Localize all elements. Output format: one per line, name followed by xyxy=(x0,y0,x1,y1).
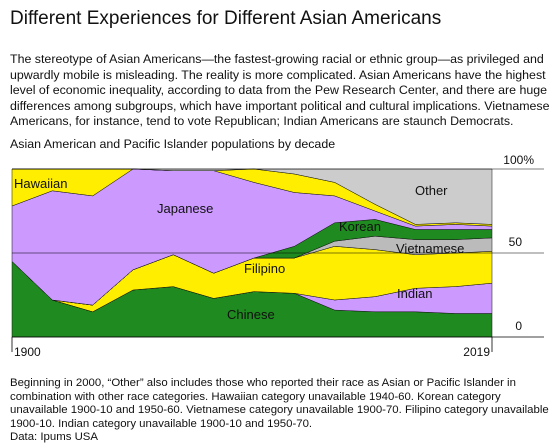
y-tick-label-50: 50 xyxy=(509,235,523,249)
series-label-vietnamese: Vietnamese xyxy=(396,241,464,256)
x-tick-label-2019: 2019 xyxy=(463,345,490,359)
x-tick-label-1900: 1900 xyxy=(14,345,41,359)
y-tick-label-100: 100% xyxy=(503,153,534,167)
series-label-korean: Korean xyxy=(339,219,381,234)
series-label-filipino: Filipino xyxy=(244,261,285,276)
y-tick-label-0: 0 xyxy=(515,319,522,333)
chart-areas xyxy=(11,168,493,338)
chart-labels: 100% 50 0 1900 2019 Chinese Indian Filipino Viet… xyxy=(14,153,534,359)
page-title: Different Experiences for Different Asia… xyxy=(10,8,442,29)
chart-footnote: Beginning in 2000, “Other” also includes… xyxy=(10,377,552,445)
series-label-chinese: Chinese xyxy=(227,307,275,322)
chart-gridlines xyxy=(11,168,544,352)
stacked-area-chart: 100% 50 0 1900 2019 Chinese Indian Filipino Viet… xyxy=(11,153,544,359)
chart-description: The stereotype of Asian Americans—the fa… xyxy=(10,52,550,129)
series-label-indian: Indian xyxy=(397,286,432,301)
series-label-japanese: Japanese xyxy=(157,201,213,216)
footnote-text: Beginning in 2000, “Other” also includes… xyxy=(10,377,549,430)
series-label-other: Other xyxy=(415,183,448,198)
series-label-hawaiian: Hawaiian xyxy=(14,176,67,191)
chart-subtitle: Asian American and Pacific Islander popu… xyxy=(10,137,336,151)
data-source: Data: Ipums USA xyxy=(10,431,98,444)
